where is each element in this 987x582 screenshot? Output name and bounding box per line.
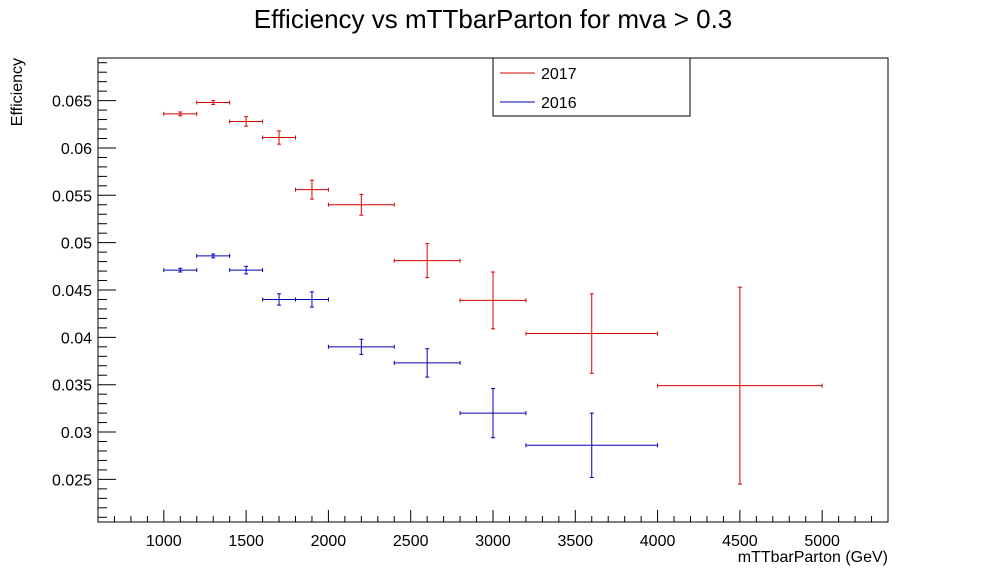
y-tick-label: 0.05	[61, 236, 92, 253]
data-point	[229, 265, 264, 275]
legend: 2017 2016	[492, 57, 691, 117]
data-point	[459, 387, 527, 439]
y-tick-label: 0.045	[52, 283, 92, 300]
data-point	[295, 179, 329, 200]
chart-title: Efficiency vs mTTbarParton for mva > 0.3	[254, 4, 733, 34]
x-tick-label: 4000	[640, 533, 676, 550]
data-point	[163, 267, 198, 273]
data-point	[295, 291, 329, 308]
data-point	[196, 100, 231, 105]
legend-box	[492, 57, 691, 117]
series-2017	[163, 100, 823, 485]
data-point	[393, 243, 461, 279]
y-tick-label: 0.055	[52, 188, 92, 205]
data-point	[327, 193, 395, 216]
data-point	[525, 412, 659, 478]
series-2016	[163, 253, 659, 478]
data-point	[393, 348, 461, 378]
data-point	[196, 253, 231, 259]
x-tick-label: 3000	[475, 533, 511, 550]
y-tick-label: 0.04	[61, 330, 92, 347]
y-tick-label: 0.035	[52, 378, 92, 395]
axis-ticks: 1000 1500 2000 2500 3000 3500 4000 4500 5000 0.02…	[52, 62, 873, 550]
data-point	[262, 130, 296, 145]
legend-label-2016: 2016	[541, 95, 577, 112]
y-axis-title: Efficiency	[9, 58, 26, 126]
data-point	[163, 111, 198, 117]
data-point	[262, 293, 296, 306]
y-tick-label: 0.06	[61, 141, 92, 158]
data-point	[327, 338, 395, 355]
data-point	[229, 116, 264, 127]
x-tick-label: 1000	[146, 533, 182, 550]
x-tick-label: 5000	[804, 533, 840, 550]
x-axis-title: mTTbarParton (GeV)	[738, 549, 888, 566]
x-tick-label: 3500	[557, 533, 593, 550]
data-point	[525, 293, 659, 374]
x-tick-label: 4500	[722, 533, 758, 550]
series-layer	[163, 100, 823, 485]
x-tick-label: 2500	[393, 533, 429, 550]
x-tick-label: 1500	[228, 533, 264, 550]
data-point	[459, 271, 527, 330]
legend-label-2017: 2017	[541, 66, 577, 83]
x-tick-label: 2000	[311, 533, 347, 550]
y-tick-label: 0.065	[52, 94, 92, 111]
y-tick-label: 0.03	[61, 425, 92, 442]
y-tick-label: 0.025	[52, 472, 92, 489]
data-point	[657, 286, 823, 485]
